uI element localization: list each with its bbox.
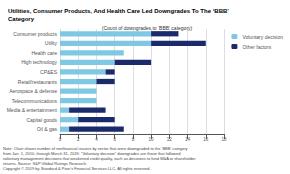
svg-text:6: 6 bbox=[113, 137, 116, 142]
svg-text:(Count of downgrades to ‘BBB’: (Count of downgrades to ‘BBB’ category) bbox=[102, 25, 193, 31]
svg-text:Media & entertainment: Media & entertainment bbox=[7, 107, 58, 113]
svg-text:2: 2 bbox=[77, 137, 80, 142]
svg-text:Note: Chart shows number of no: Note: Chart shows number of nonfinancial… bbox=[3, 146, 188, 151]
svg-text:Copyright © 2019 by Standard &: Copyright © 2019 by Standard & Poor’s Fi… bbox=[3, 166, 150, 171]
svg-text:Voluntary decision: Voluntary decision bbox=[242, 34, 283, 40]
svg-text:from Jan. 1, 2010, through Mar: from Jan. 1, 2010, through March 31, 201… bbox=[3, 151, 181, 156]
svg-text:Other factors: Other factors bbox=[242, 44, 271, 50]
svg-text:Consumer products: Consumer products bbox=[13, 31, 57, 37]
svg-text:Utilities, Consumer Products,: Utilities, Consumer Products, And Health… bbox=[8, 8, 229, 14]
svg-text:Aerospace & defense: Aerospace & defense bbox=[9, 88, 57, 94]
svg-text:High technology: High technology bbox=[21, 59, 57, 65]
svg-text:Oil & gas: Oil & gas bbox=[37, 126, 58, 132]
svg-text:returns. Source: S&P Global Ra: returns. Source: S&P Global Ratings Rese… bbox=[3, 161, 88, 166]
svg-text:Health care: Health care bbox=[31, 50, 57, 56]
svg-text:14: 14 bbox=[185, 137, 191, 142]
svg-text:16: 16 bbox=[203, 137, 209, 142]
svg-text:CP&ES: CP&ES bbox=[40, 69, 58, 75]
svg-text:8: 8 bbox=[132, 137, 135, 142]
svg-text:Telecommunications: Telecommunications bbox=[12, 98, 58, 104]
svg-text:voluntary management decisions: voluntary management decisions that weak… bbox=[3, 156, 196, 161]
svg-text:0: 0 bbox=[59, 137, 62, 142]
svg-text:4: 4 bbox=[95, 137, 98, 142]
svg-text:Retail/restaurants: Retail/restaurants bbox=[18, 79, 58, 85]
svg-text:Utility: Utility bbox=[45, 40, 58, 46]
svg-text:12: 12 bbox=[167, 137, 173, 142]
svg-text:10: 10 bbox=[149, 137, 155, 142]
svg-text:Category: Category bbox=[8, 16, 35, 22]
svg-text:18: 18 bbox=[221, 137, 227, 142]
svg-text:Capital goods: Capital goods bbox=[26, 117, 57, 123]
